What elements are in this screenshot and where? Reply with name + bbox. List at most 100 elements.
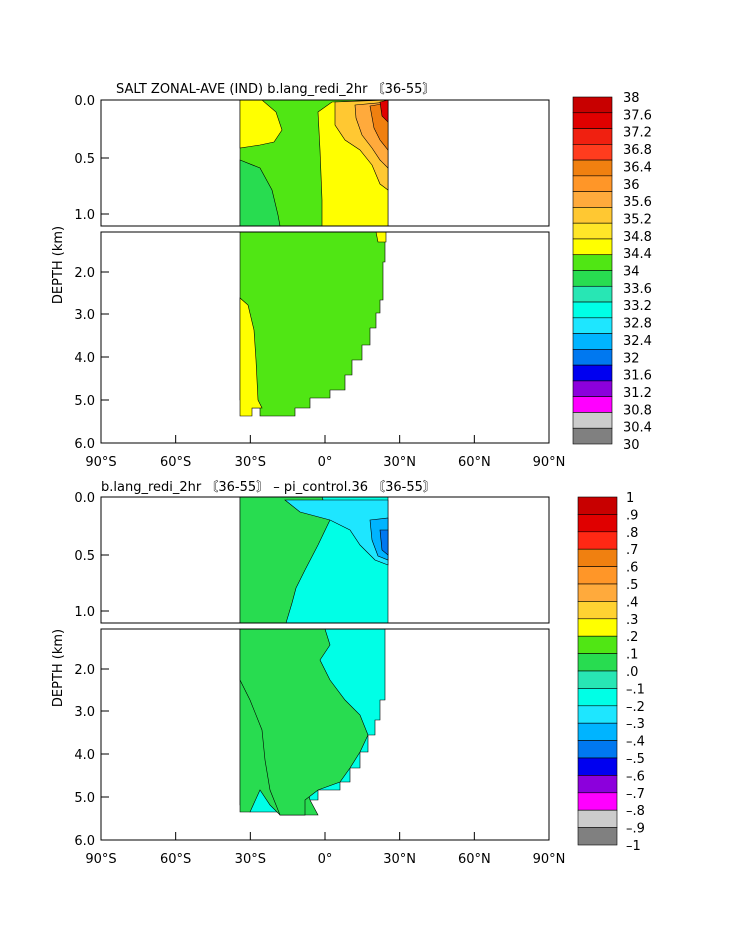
colorbar-swatch — [572, 112, 613, 129]
colorbar-swatch — [572, 207, 613, 224]
colorbar-swatch — [577, 705, 618, 724]
colorbar-swatch — [572, 333, 613, 350]
x-tick-label: 90°N — [533, 455, 566, 470]
colorbar-label: .5 — [626, 578, 638, 593]
colorbar-label: 31.6 — [623, 369, 652, 384]
colorbar-label: .2 — [626, 630, 638, 645]
colorbar-swatch — [572, 270, 613, 287]
colorbar-swatch — [572, 412, 613, 429]
colorbar-swatch — [577, 757, 618, 776]
x-tick-label: 60°N — [458, 852, 491, 867]
colorbar-label: .0 — [626, 665, 638, 680]
x-tick-label: 30°S — [235, 852, 266, 867]
colorbar-label: 32.8 — [623, 317, 652, 332]
x-tick-label: 60°N — [458, 455, 491, 470]
colorbar-label: –.6 — [626, 769, 645, 784]
chart-title: b.lang_redi_2hr 〘36-55〙 – pi_control.36 … — [101, 480, 436, 495]
colorbar-label: –.5 — [626, 752, 645, 767]
colorbar-swatch — [577, 583, 618, 602]
colorbar-label: 37.6 — [623, 108, 652, 123]
contour-region-deep-positive — [239, 628, 369, 816]
colorbar-label: –.9 — [626, 822, 645, 837]
colorbar-swatch — [572, 285, 613, 303]
colorbar-label: 30.4 — [623, 421, 652, 436]
contour-region-surface-red — [379, 99, 389, 123]
colorbar-swatch — [572, 427, 613, 445]
y-axis-label: DEPTH (km) — [51, 226, 66, 304]
colorbar-label: 35.6 — [623, 195, 652, 210]
x-tick-label: 90°S — [85, 455, 116, 470]
colorbar-label: 38 — [623, 91, 640, 106]
y-tick-label: 6.0 — [74, 437, 95, 452]
colorbar-swatch — [577, 809, 618, 828]
colorbar-label: 30 — [623, 438, 640, 453]
colorbar-label: –.3 — [626, 717, 645, 732]
colorbar-label: 32.4 — [623, 334, 652, 349]
colorbar-label: 36.8 — [623, 143, 652, 158]
y-tick-label: 1.0 — [74, 605, 95, 620]
colorbar-label: 36 — [623, 178, 640, 193]
colorbar-label: –.8 — [626, 804, 645, 819]
colorbar-swatch — [577, 635, 618, 654]
colorbar-swatch — [572, 349, 613, 366]
plot-frame-upper — [100, 496, 550, 624]
contour-region-warm-north — [375, 231, 387, 243]
colorbar-swatch — [577, 618, 618, 637]
y-axis-label: DEPTH (km) — [51, 629, 66, 707]
colorbar-label: 32 — [623, 351, 640, 366]
colorbar-label: –1 — [626, 839, 641, 854]
y-tick-label: 3.0 — [74, 705, 95, 720]
contour-region-warm-north — [239, 99, 283, 149]
colorbar-swatch — [572, 364, 613, 382]
colorbar-swatch — [572, 317, 613, 334]
y-tick-label: 6.0 — [74, 834, 95, 849]
colorbar-swatch — [577, 653, 618, 672]
colorbar-swatch — [572, 396, 613, 413]
colorbar-swatch — [577, 722, 618, 741]
contour-region-surface-dark-blue — [379, 529, 389, 556]
colorbar-swatch — [572, 222, 613, 240]
contour-region-main-field — [239, 231, 386, 417]
x-tick-label: 0° — [318, 852, 333, 867]
colorbar-swatch — [577, 792, 618, 811]
x-tick-label: 60°S — [160, 852, 191, 867]
colorbar-swatch — [572, 144, 613, 161]
colorbar-swatch — [572, 175, 613, 192]
colorbar-label: –.7 — [626, 787, 645, 802]
colorbar-swatch — [577, 531, 618, 550]
colorbar-swatch — [572, 191, 613, 208]
colorbar-swatch — [572, 128, 613, 145]
x-tick-label: 60°S — [160, 455, 191, 470]
y-tick-label: 0.0 — [74, 94, 95, 109]
colorbar-swatch — [572, 301, 613, 319]
y-tick-label: 3.0 — [74, 308, 95, 323]
colorbar-label: 33.6 — [623, 282, 652, 297]
colorbar-label: 31.2 — [623, 386, 652, 401]
colorbar-label: 34.4 — [623, 247, 652, 262]
colorbar-swatch — [577, 566, 618, 585]
colorbar-label: .4 — [626, 595, 638, 610]
x-tick-label: 90°N — [533, 852, 566, 867]
x-tick-label: 30°N — [383, 852, 416, 867]
colorbar-swatch — [577, 548, 618, 567]
y-tick-label: 0.0 — [74, 491, 95, 506]
colorbar-label: 37.2 — [623, 126, 652, 141]
colorbar-label: 30.8 — [623, 403, 652, 418]
colorbar-swatch — [572, 159, 613, 177]
colorbar-label: –.4 — [626, 735, 645, 750]
colorbar-label: 33.2 — [623, 299, 652, 314]
colorbar-label: .6 — [626, 561, 638, 576]
y-tick-label: 5.0 — [74, 791, 95, 806]
colorbar-swatch — [572, 238, 613, 256]
colorbar-label: –.1 — [626, 682, 645, 697]
x-tick-label: 90°S — [85, 852, 116, 867]
colorbar-label: .1 — [626, 648, 638, 663]
colorbar-swatch — [577, 740, 618, 759]
colorbar-swatch — [572, 380, 613, 397]
y-tick-label: 1.0 — [74, 208, 95, 223]
colorbar-label: .7 — [626, 543, 638, 558]
contour-region-south-deep-warm — [239, 297, 263, 417]
x-tick-label: 0° — [318, 455, 333, 470]
colorbar-label: 34 — [623, 265, 640, 280]
